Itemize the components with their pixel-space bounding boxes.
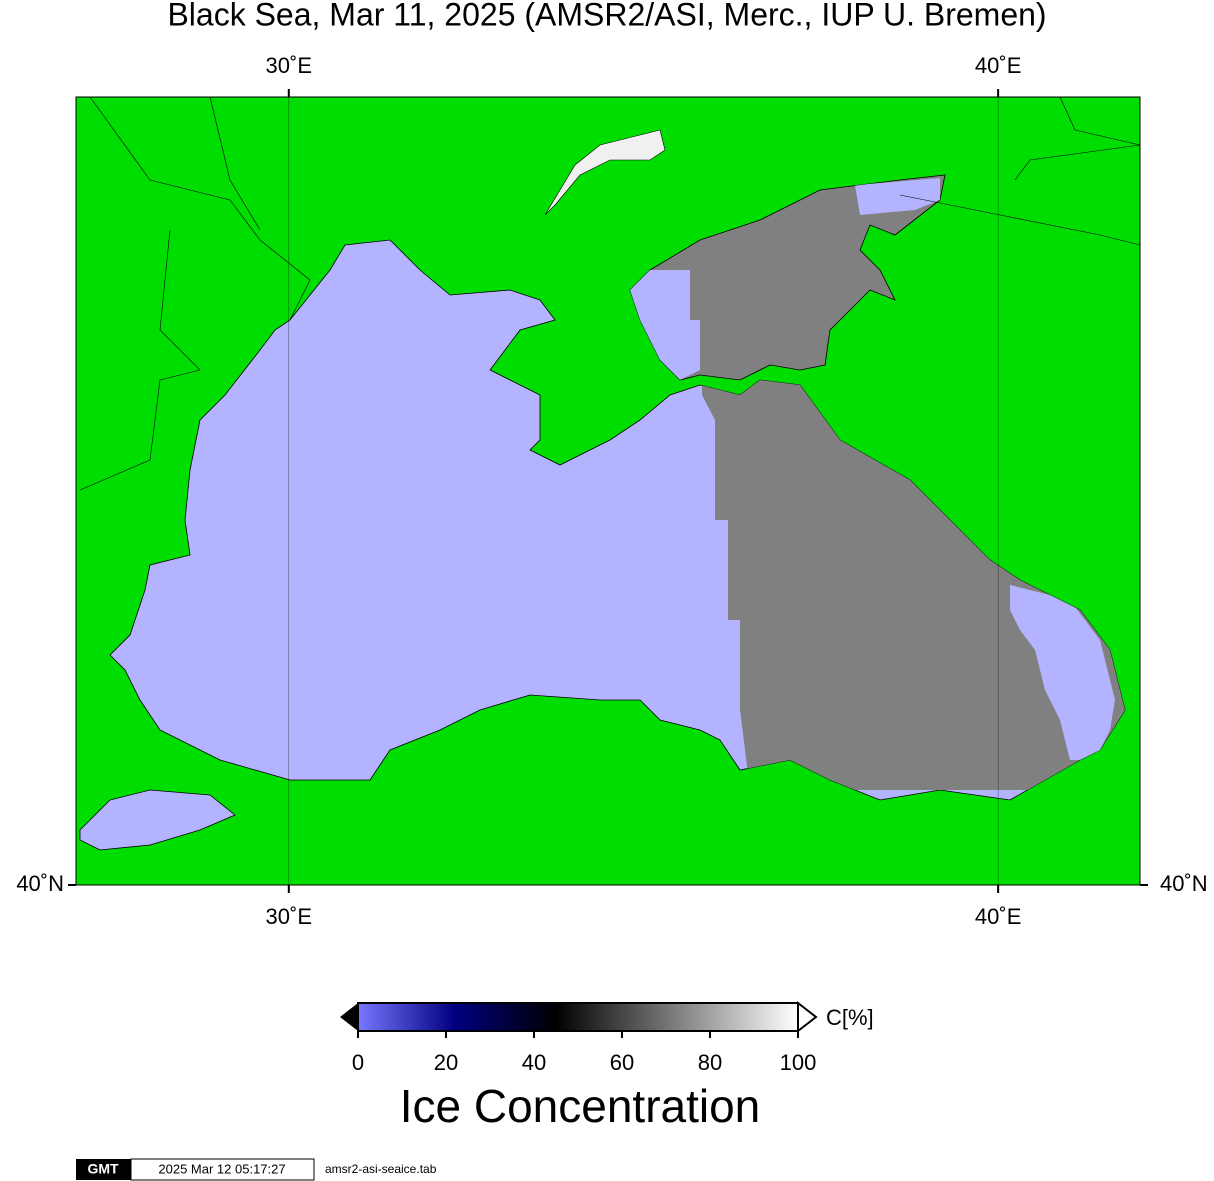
border (209, 97, 261, 231)
colorbar: C[%] Ice Concentration 0 20 40 60 80 100 (340, 1000, 874, 1132)
sea-ice-low (630, 270, 700, 380)
colorbar-tick-label: 20 (434, 1050, 458, 1075)
map-frame (75, 96, 1141, 886)
border (89, 97, 311, 321)
file-name: amsr2-asi-seaice.tab (325, 1162, 437, 1176)
sea-ice-low (855, 178, 940, 215)
footer: GMT 2025 Mar 12 05:17:27 amsr2-asi-seaic… (76, 1158, 437, 1181)
lon-label: 30˚E (266, 53, 312, 78)
gmt-logo-box (76, 1159, 131, 1180)
sivash-ice (544, 129, 666, 216)
border (1014, 97, 1140, 181)
lon-label: 40˚E (975, 904, 1021, 929)
lon-label: 30˚E (266, 904, 312, 929)
colorbar-low-arrow (340, 1003, 358, 1031)
colorbar-tick-label: 80 (698, 1050, 722, 1075)
colorbar-tick-label: 0 (352, 1050, 364, 1075)
map (76, 97, 1140, 885)
colorbar-high-arrow (797, 1000, 818, 1034)
colorbar-tick-label: 100 (780, 1050, 817, 1075)
lon-label: 40˚E (975, 53, 1021, 78)
gmt-logo: GMT (87, 1161, 119, 1177)
timestamp: 2025 Mar 12 05:17:27 (158, 1161, 285, 1176)
sea-ice-low (1010, 585, 1115, 760)
colorbar-tick-label: 40 (522, 1050, 546, 1075)
title: Black Sea, Mar 11, 2025 (AMSR2/ASI, Merc… (167, 0, 1046, 32)
timestamp-box (130, 1158, 315, 1181)
colorbar-unit: C[%] (826, 1005, 874, 1030)
colorbar-label: Ice Concentration (400, 1080, 761, 1132)
border (899, 194, 1140, 246)
lat-label: 40˚N (1160, 871, 1208, 896)
lat-label: 40˚N (16, 871, 64, 896)
marmara-sea (79, 789, 236, 851)
colorbar-scale (357, 1002, 799, 1032)
border (79, 229, 201, 491)
colorbar-tick-label: 60 (610, 1050, 634, 1075)
